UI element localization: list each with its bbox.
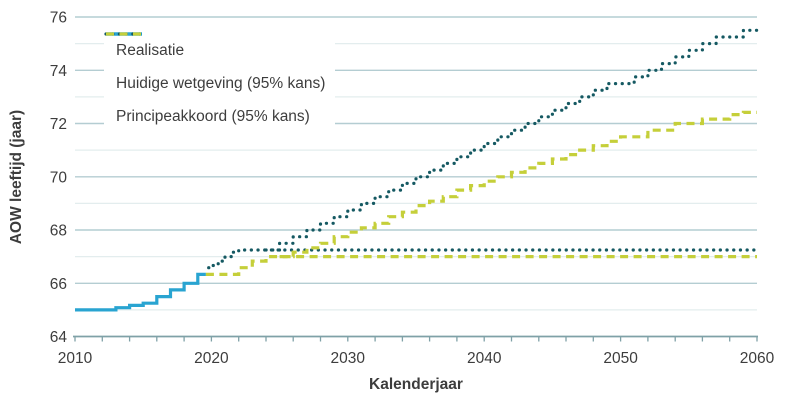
y-tick-label-64: 64	[50, 329, 68, 346]
x-tick-label-2060: 2060	[740, 350, 775, 367]
legend-label-principeakkoord: Principeakkoord (95% kans)	[116, 107, 310, 125]
y-tick-label-70: 70	[50, 169, 68, 186]
dashed-line-swatch-icon	[106, 32, 142, 36]
x-tick-label-2040: 2040	[467, 350, 502, 367]
x-tick-label-2010: 2010	[58, 350, 93, 367]
legend-label-huidige-wetgeving: Huidige wetgeving (95% kans)	[116, 74, 326, 92]
series-line-realisatie	[75, 272, 206, 312]
data-series	[75, 28, 759, 312]
y-tick-label-74: 74	[50, 63, 68, 80]
series-line-huidige-wetgeving-ondergrens	[207, 248, 759, 270]
series-line-principeakkoord-ondergrens	[205, 255, 757, 276]
y-tick-label-76: 76	[50, 10, 67, 27]
x-axis	[73, 335, 758, 342]
legend-item-principeakkoord: Principeakkoord (95% kans)	[106, 32, 325, 133]
series-line-principeakkoord-bovengrens	[279, 110, 757, 259]
x-tick-label-2050: 2050	[603, 350, 638, 367]
legend-item-realisatie: Realisatie	[106, 32, 325, 67]
x-axis-title: Kalenderjaar	[369, 376, 463, 393]
y-tick-label-66: 66	[50, 276, 67, 293]
x-tick-label-2030: 2030	[331, 350, 366, 367]
x-tick-label-2020: 2020	[194, 350, 229, 367]
y-tick-label-72: 72	[50, 116, 67, 133]
legend-label-realisatie: Realisatie	[116, 41, 185, 59]
y-tick-label-68: 68	[50, 223, 67, 240]
tick-labels: 64 66 68 70 72 74 76 2010 2020 2030 2040 2050 2060	[50, 10, 775, 368]
legend-item-huidige-wetgeving: Huidige wetgeving (95% kans)	[104, 32, 326, 100]
series-line-huidige-wetgeving-bovengrens	[264, 28, 759, 252]
y-axis-title: AOW leeftijd (jaar)	[8, 110, 25, 244]
legend: Realisatie Huidige wetgeving (95% kans) …	[104, 30, 336, 137]
